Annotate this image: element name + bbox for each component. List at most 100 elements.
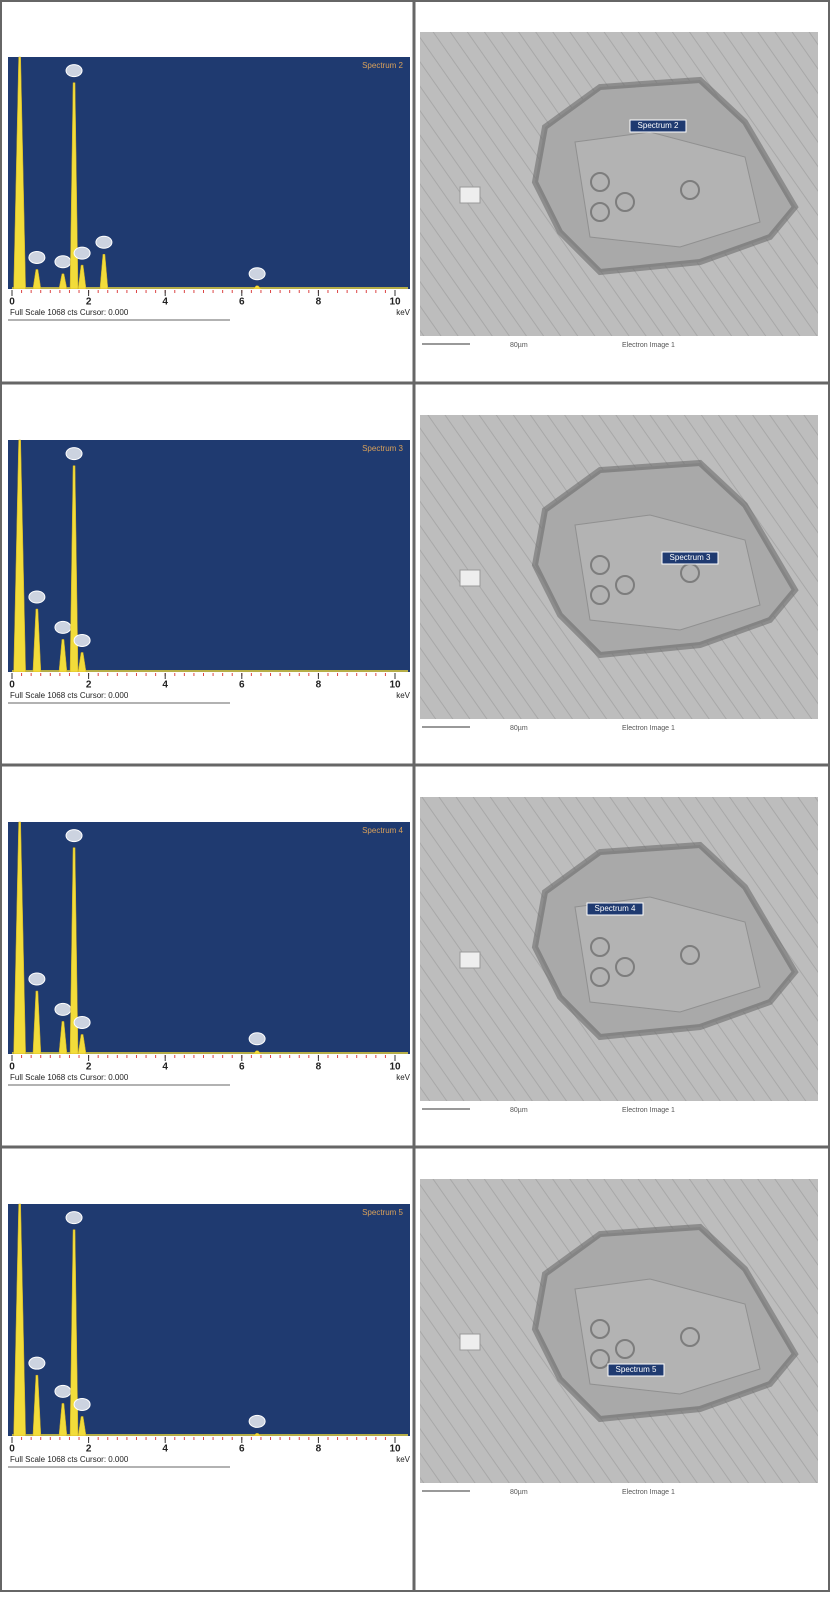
spectrum-title: Spectrum 5: [362, 1208, 403, 1217]
spectrum-footer: Full Scale 1068 cts Cursor: 0.000: [10, 1455, 129, 1464]
x-tick-label: 4: [162, 1062, 168, 1073]
x-tick-label: 4: [162, 680, 168, 691]
pit: [680, 180, 700, 200]
pit: [590, 967, 610, 987]
pit: [615, 575, 635, 595]
peak-marker: [95, 235, 113, 249]
x-tick-label: 8: [316, 1444, 322, 1455]
marker-square: [459, 569, 481, 587]
spectrum-marker-label: Spectrum 3: [670, 553, 711, 562]
x-tick-label: 2: [86, 1444, 92, 1455]
peak-marker: [248, 1032, 266, 1046]
peak-marker: [73, 246, 91, 260]
peak-marker: [248, 267, 266, 281]
x-tick-label: 4: [162, 1444, 168, 1455]
peak-marker: [65, 64, 83, 78]
peak-marker: [28, 250, 46, 264]
marker-square: [459, 951, 481, 969]
spectrum-panel: [8, 1204, 410, 1436]
sem-image: Spectrum 3 80µm Electron Image 1: [420, 415, 818, 732]
pit: [590, 202, 610, 222]
x-tick-label: 0: [9, 680, 15, 691]
pit: [590, 937, 610, 957]
x-tick-label: 6: [239, 1062, 245, 1073]
sem-image: Spectrum 5 80µm Electron Image 1: [420, 1179, 818, 1496]
spectrum-panel: [8, 822, 410, 1054]
peak-marker: [54, 620, 72, 634]
image-caption: Electron Image 1: [622, 1107, 675, 1114]
peak-marker: [73, 1015, 91, 1029]
axis-band: [8, 672, 410, 680]
marker-square: [459, 1333, 481, 1351]
spectrum-panel: [8, 57, 410, 289]
scale-bar-label: 80µm: [510, 342, 528, 349]
spectrum-marker: [661, 551, 719, 565]
pit: [590, 1349, 610, 1369]
x-tick-label: 10: [389, 1444, 401, 1455]
image-caption: Electron Image 1: [622, 342, 675, 349]
x-tick-label: 6: [239, 297, 245, 308]
x-tick-label: 6: [239, 1444, 245, 1455]
axis-band: [8, 1436, 410, 1444]
x-unit: keV: [396, 691, 410, 700]
pit: [680, 1327, 700, 1347]
pit: [615, 957, 635, 977]
x-tick-label: 2: [86, 680, 92, 691]
pit: [590, 585, 610, 605]
pit: [615, 192, 635, 212]
spectrum-title: Spectrum 3: [362, 444, 403, 453]
scale-bar-label: 80µm: [510, 725, 528, 732]
spectrum-footer: Full Scale 1068 cts Cursor: 0.000: [10, 691, 129, 700]
x-tick-label: 0: [9, 1062, 15, 1073]
pit: [590, 555, 610, 575]
sem-image: Spectrum 2 80µm Electron Image 1: [420, 32, 818, 349]
x-tick-label: 8: [316, 680, 322, 691]
x-tick-label: 4: [162, 297, 168, 308]
spectrum-footer: Full Scale 1068 cts Cursor: 0.000: [10, 1073, 129, 1082]
pit: [615, 1339, 635, 1359]
x-tick-label: 8: [316, 1062, 322, 1073]
peak-marker: [28, 590, 46, 604]
axis-band: [8, 1054, 410, 1062]
spectrum-footer: Full Scale 1068 cts Cursor: 0.000: [10, 308, 129, 317]
x-tick-label: 0: [9, 297, 15, 308]
spectrum-marker-label: Spectrum 4: [595, 904, 636, 913]
x-tick-label: 8: [316, 297, 322, 308]
peak-marker: [65, 829, 83, 843]
peak-marker: [248, 1414, 266, 1428]
scale-bar-label: 80µm: [510, 1107, 528, 1114]
x-tick-label: 6: [239, 680, 245, 691]
axis-band: [8, 289, 410, 297]
pit: [680, 945, 700, 965]
x-tick-label: 10: [389, 297, 401, 308]
x-tick-label: 0: [9, 1444, 15, 1455]
peak-marker: [65, 1211, 83, 1225]
peak-marker: [54, 255, 72, 269]
image-caption: Electron Image 1: [622, 1489, 675, 1496]
scale-bar-label: 80µm: [510, 1489, 528, 1496]
spectrum-title: Spectrum 4: [362, 826, 403, 835]
x-unit: keV: [396, 1455, 410, 1464]
x-unit: keV: [396, 308, 410, 317]
spectrum-marker: [586, 902, 644, 916]
x-tick-label: 10: [389, 1062, 401, 1073]
peak-marker: [28, 1356, 46, 1370]
particle-face: [574, 896, 761, 1013]
x-tick-label: 2: [86, 297, 92, 308]
pit: [590, 1319, 610, 1339]
marker-square: [459, 186, 481, 204]
pit: [590, 172, 610, 192]
peak-marker: [73, 633, 91, 647]
peak-marker: [73, 1397, 91, 1411]
x-unit: keV: [396, 1073, 410, 1082]
spectrum-marker-label: Spectrum 2: [638, 121, 679, 130]
particle-face: [574, 514, 761, 631]
spectrum-marker-label: Spectrum 5: [616, 1365, 657, 1374]
spectrum-title: Spectrum 2: [362, 61, 403, 70]
peak-marker: [54, 1002, 72, 1016]
